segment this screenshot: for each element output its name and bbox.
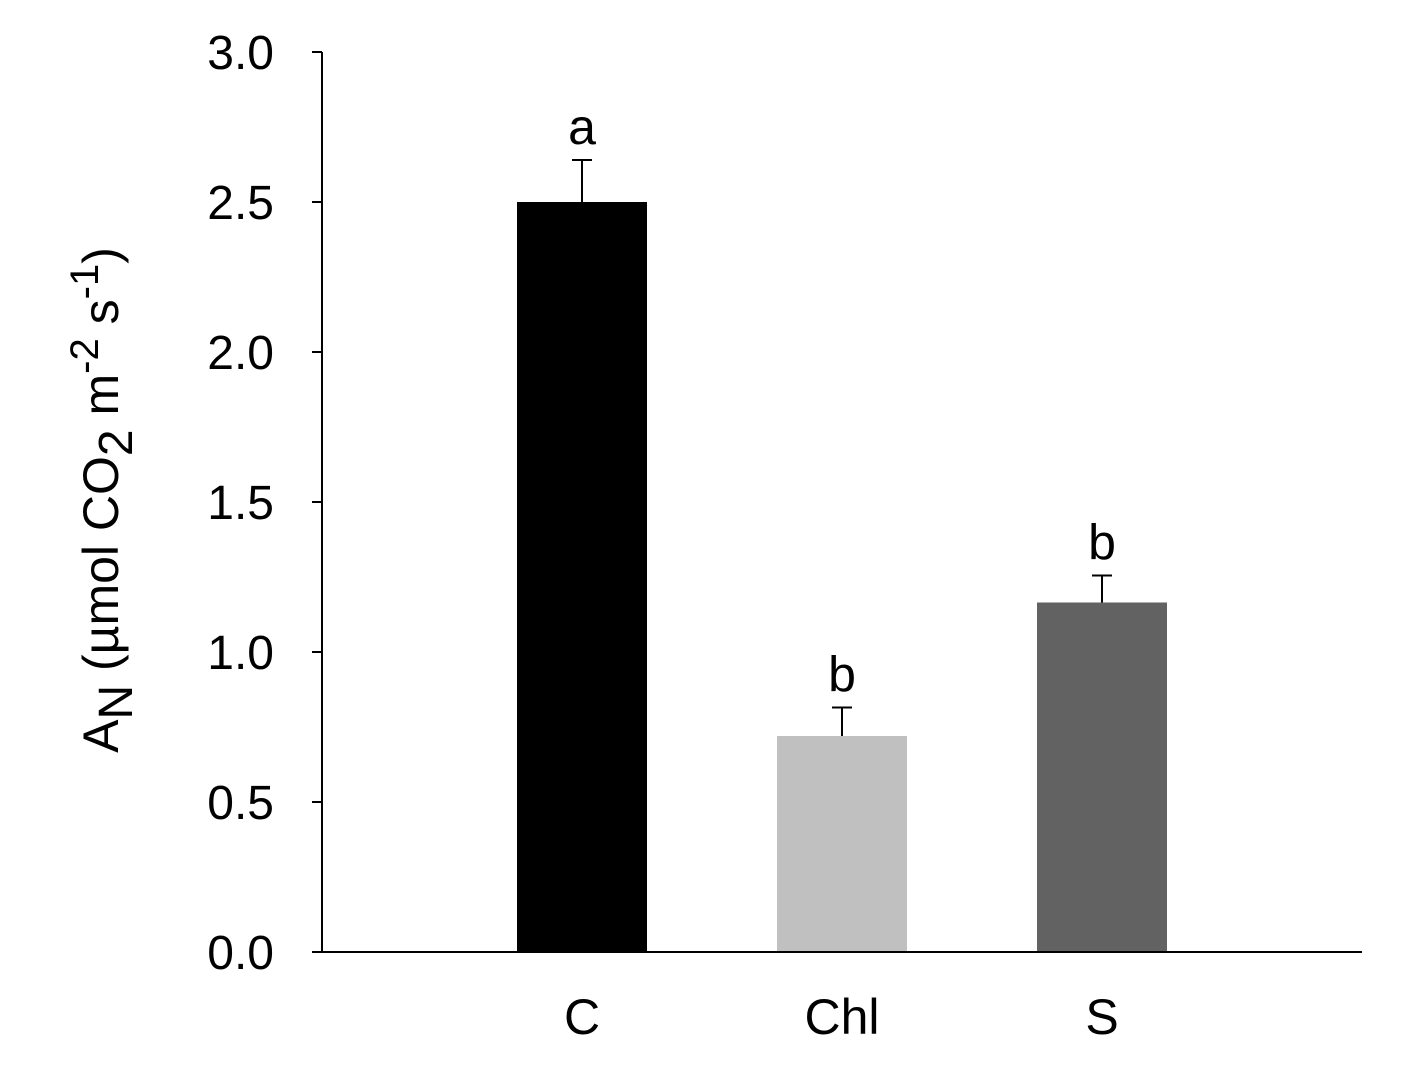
significance-label: b <box>1088 515 1116 571</box>
y-tick-label: 2.5 <box>207 177 274 230</box>
x-category-label: C <box>564 989 600 1045</box>
bar-c <box>517 202 647 952</box>
x-category-label: Chl <box>804 989 879 1045</box>
bars-group <box>517 202 1167 952</box>
significance-label: a <box>568 99 596 155</box>
significance-label: b <box>828 647 856 703</box>
y-axis-ticks: 0.0 0.5 1.0 1.5 2.0 2.5 3.0 <box>207 27 322 980</box>
y-tick-label: 1.5 <box>207 477 274 530</box>
y-axis-label-main: A <box>73 719 129 753</box>
y-axis-label-unit-open: (µmol CO <box>73 456 129 685</box>
y-axis-label-m-superscript: -2 <box>63 338 107 374</box>
significance-labels-group: a b b <box>568 99 1116 703</box>
y-tick-label: 0.5 <box>207 777 274 830</box>
y-tick-label: 0.0 <box>207 927 274 980</box>
y-tick-label: 3.0 <box>207 27 274 80</box>
y-axis-label-unit-m: m <box>73 374 129 430</box>
bar-chl <box>777 736 907 952</box>
y-tick-label: 2.0 <box>207 327 274 380</box>
y-axis-label-unit-s: s <box>73 299 129 338</box>
y-axis-label-main-subscript: N <box>90 685 143 720</box>
y-axis-label-unit-close: ) <box>73 247 129 264</box>
error-bars-group <box>572 159 1112 736</box>
y-axis-label-s-superscript: -1 <box>63 264 107 300</box>
y-axis-label-co2-subscript: 2 <box>90 429 143 456</box>
y-tick-label: 1.0 <box>207 627 274 680</box>
x-axis-category-labels: C Chl S <box>564 989 1119 1045</box>
x-category-label: S <box>1085 989 1118 1045</box>
y-axis-label: AN (µmol CO2 m-2 s-1) <box>63 247 143 753</box>
bar-s <box>1037 602 1167 952</box>
